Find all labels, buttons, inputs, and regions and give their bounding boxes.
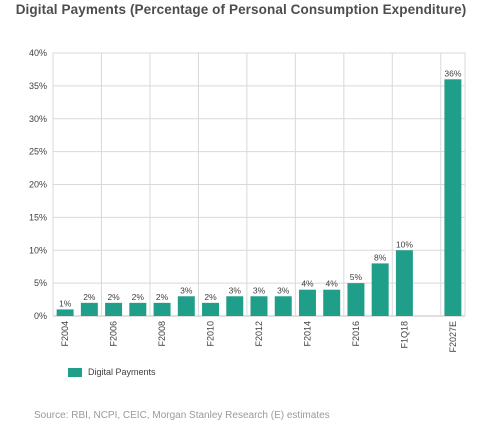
data-label: 3% bbox=[180, 285, 193, 295]
bar bbox=[395, 250, 413, 316]
data-label: 4% bbox=[326, 279, 339, 289]
data-label: 36% bbox=[444, 68, 461, 78]
data-label: 8% bbox=[374, 252, 387, 262]
legend-swatch bbox=[68, 367, 82, 377]
source-note: Source: RBI, NCPI, CEIC, Morgan Stanley … bbox=[34, 410, 330, 421]
bar bbox=[177, 296, 195, 316]
data-label: 2% bbox=[107, 292, 120, 302]
data-label: 3% bbox=[277, 285, 290, 295]
y-tick-label: 0% bbox=[34, 311, 47, 321]
y-tick-label: 20% bbox=[29, 180, 47, 190]
data-label: 1% bbox=[59, 298, 72, 308]
y-tick-label: 25% bbox=[29, 147, 47, 157]
bar bbox=[56, 309, 74, 316]
chart-title: Digital Payments (Percentage of Personal… bbox=[15, 2, 467, 17]
x-tick-label: F1Q18 bbox=[399, 321, 409, 349]
data-label: 3% bbox=[229, 285, 242, 295]
data-label: 2% bbox=[83, 292, 96, 302]
data-label: 4% bbox=[301, 279, 314, 289]
legend: Digital Payments bbox=[68, 367, 156, 377]
data-label: 2% bbox=[132, 292, 145, 302]
x-tick-label: F2010 bbox=[206, 321, 216, 347]
data-labels: 1% 2% 2% 2% 2% 3% 2% 3% 3% 3% 4% 4% 5% 8% 10% 36% bbox=[59, 68, 462, 308]
x-tick-label: F2012 bbox=[254, 321, 264, 347]
data-label: 3% bbox=[253, 285, 266, 295]
y-tick-label: 30% bbox=[29, 114, 47, 124]
y-tick-label: 5% bbox=[34, 278, 47, 288]
x-tick-label: F2004 bbox=[60, 321, 70, 347]
bar bbox=[202, 302, 220, 316]
bar bbox=[105, 302, 123, 316]
y-tick-label: 15% bbox=[29, 212, 47, 222]
bar bbox=[274, 296, 292, 316]
x-axis-ticks: F2004 F2006 F2008 F2010 F2012 F2014 F2016 F1Q18… bbox=[60, 321, 458, 353]
bars bbox=[56, 79, 462, 316]
bar bbox=[298, 289, 316, 316]
bar bbox=[323, 289, 341, 316]
y-tick-label: 10% bbox=[29, 245, 47, 255]
data-label: 2% bbox=[156, 292, 169, 302]
data-label: 2% bbox=[204, 292, 217, 302]
y-tick-label: 35% bbox=[29, 81, 47, 91]
x-tick-label: F2008 bbox=[157, 321, 167, 347]
x-tick-label: F2016 bbox=[351, 321, 361, 347]
legend-label: Digital Payments bbox=[88, 367, 156, 377]
data-label: 5% bbox=[350, 272, 363, 282]
y-tick-label: 40% bbox=[29, 48, 47, 58]
bar bbox=[80, 302, 98, 316]
bar bbox=[153, 302, 171, 316]
x-tick-label: F2006 bbox=[109, 321, 119, 347]
x-tick-label: F2027E bbox=[448, 321, 458, 353]
bar bbox=[444, 79, 462, 316]
bar bbox=[347, 283, 365, 316]
bar bbox=[371, 263, 389, 316]
bar bbox=[226, 296, 244, 316]
data-label: 10% bbox=[396, 239, 413, 249]
bar bbox=[250, 296, 268, 316]
bar bbox=[129, 302, 147, 316]
y-axis-ticks: 0% 5% 10% 15% 20% 25% 30% 35% 40% bbox=[29, 48, 47, 321]
x-tick-label: F2014 bbox=[302, 321, 312, 347]
